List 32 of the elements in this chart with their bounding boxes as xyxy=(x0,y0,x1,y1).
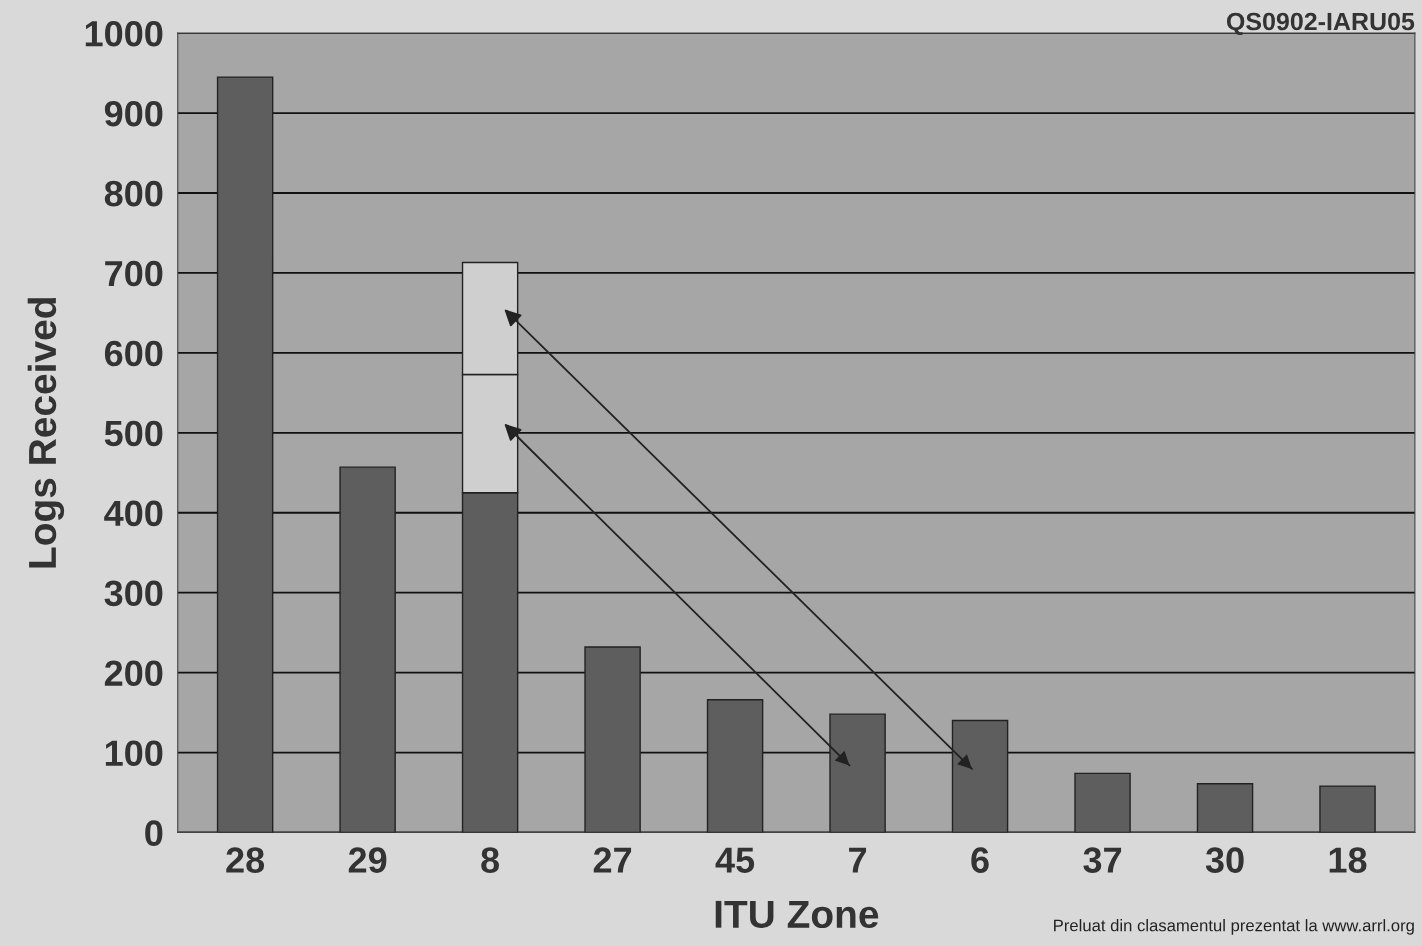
y-tick-label: 300 xyxy=(104,580,163,607)
y-tick-label: 800 xyxy=(104,180,163,207)
text: Preluat din clasamentul prezentat la www.arrl.org xyxy=(1054,919,1414,935)
bar xyxy=(1074,772,1131,833)
y-tick-label: 700 xyxy=(105,260,163,287)
x-tick-label: 6 xyxy=(971,847,989,873)
y-tick-label: 600 xyxy=(104,340,163,367)
y-tick-label: 200 xyxy=(104,660,163,687)
x-tick-label: 27 xyxy=(593,847,632,873)
y-axis-title: Logs Received xyxy=(27,298,65,568)
bar xyxy=(339,466,396,833)
y-tick-label: 100 xyxy=(105,740,163,766)
x-tick-label: 8 xyxy=(481,847,500,873)
y-tick-label: 500 xyxy=(104,420,163,447)
x-tick-label: 7 xyxy=(849,847,867,873)
x-tick-label: 28 xyxy=(226,847,265,873)
y-tick-label: 1000 xyxy=(85,20,163,47)
x-axis-title: ITU Zone xyxy=(715,900,879,929)
x-tick-label: 37 xyxy=(1083,847,1122,873)
x-tick-label: 29 xyxy=(348,847,387,873)
annotation: QS0902-IARU05 xyxy=(1226,12,1415,36)
bar xyxy=(584,646,641,833)
bar xyxy=(216,76,274,833)
y-tick-label: 0 xyxy=(145,820,163,846)
x-tick-label: 45 xyxy=(715,847,755,873)
x-tick-label: 30 xyxy=(1205,847,1244,873)
x-tick-label: 18 xyxy=(1329,847,1367,873)
y-tick-label: 400 xyxy=(104,500,163,527)
bar xyxy=(1196,783,1254,833)
y-tick-label: 900 xyxy=(104,100,163,127)
bar xyxy=(706,699,764,833)
bar xyxy=(1319,785,1376,833)
